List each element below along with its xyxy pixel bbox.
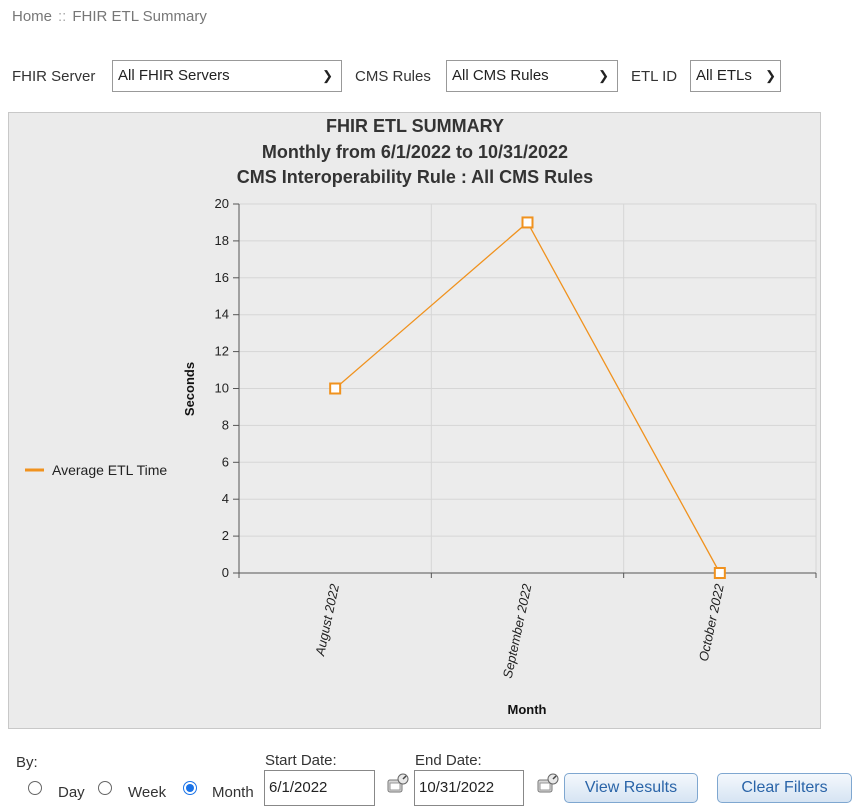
y-tick-label: 20 — [215, 196, 229, 211]
data-point-marker — [713, 567, 726, 579]
radio-day[interactable] — [28, 781, 42, 795]
x-tick-label: October 2022 — [696, 582, 727, 663]
legend: Average ETL Time — [25, 462, 167, 478]
x-tick-label: September 2022 — [500, 582, 535, 680]
end-date-input[interactable]: 10/31/2022 — [414, 770, 524, 806]
legend-item-average-etl-time: Average ETL Time — [52, 462, 167, 478]
y-tick-label: 16 — [215, 270, 229, 285]
cms-rules-select[interactable]: All CMS Rules ❯ — [446, 60, 618, 92]
etl-id-select[interactable]: All ETLs ❯ — [690, 60, 781, 92]
clear-filters-button[interactable]: Clear Filters — [717, 773, 852, 803]
chart-panel: FHIR ETL SUMMARY Monthly from 6/1/2022 t… — [8, 112, 821, 729]
chart-series — [329, 216, 726, 579]
radio-month[interactable] — [183, 781, 197, 795]
y-axis-ticks: 0 2 4 6 8 10 12 14 16 18 20 — [215, 196, 239, 580]
start-date-input[interactable]: 6/1/2022 — [264, 770, 375, 806]
radio-day-label: Day — [58, 784, 85, 801]
data-point-marker — [329, 382, 342, 395]
start-date-label: Start Date: — [265, 752, 337, 769]
data-point-marker — [521, 216, 534, 229]
cms-rules-label: CMS Rules — [355, 68, 431, 85]
chevron-down-icon: ❯ — [765, 68, 776, 83]
x-axis-label: Month — [508, 702, 547, 717]
y-tick-label: 0 — [222, 565, 229, 580]
by-label: By: — [16, 754, 38, 771]
y-tick-label: 10 — [215, 381, 229, 396]
radio-month-label: Month — [212, 784, 254, 801]
view-results-button[interactable]: View Results — [564, 773, 698, 803]
calendar-picker-icon[interactable] — [387, 772, 411, 794]
y-tick-label: 2 — [222, 528, 229, 543]
etl-id-label: ETL ID — [631, 68, 678, 85]
chart-title: FHIR ETL SUMMARY — [326, 116, 504, 136]
chevron-down-icon: ❯ — [598, 68, 609, 83]
x-axis-ticks: August 2022 September 2022 October 2022 — [238, 573, 817, 680]
radio-week-label: Week — [128, 784, 167, 801]
chart-subtitle-2: CMS Interoperability Rule : All CMS Rule… — [237, 167, 593, 187]
line-chart: FHIR ETL SUMMARY Monthly from 6/1/2022 t… — [25, 116, 817, 717]
cms-rules-value: All CMS Rules — [452, 67, 549, 84]
y-tick-label: 12 — [215, 344, 229, 359]
etl-id-value: All ETLs — [696, 67, 752, 84]
y-tick-label: 4 — [222, 491, 229, 506]
breadcrumb-separator: :: — [58, 8, 67, 25]
radio-week[interactable] — [98, 781, 112, 795]
chart-subtitle: Monthly from 6/1/2022 to 10/31/2022 — [262, 142, 568, 162]
breadcrumb: Home:: FHIR ETL Summary — [12, 8, 207, 25]
fhir-server-label: FHIR Server — [12, 68, 96, 85]
y-tick-label: 8 — [222, 417, 229, 432]
end-date-label: End Date: — [415, 752, 482, 769]
y-tick-label: 18 — [215, 233, 229, 248]
fhir-server-select[interactable]: All FHIR Servers ❯ — [112, 60, 342, 92]
breadcrumb-current: FHIR ETL Summary — [72, 8, 207, 25]
y-tick-label: 14 — [215, 307, 229, 322]
x-tick-label: August 2022 — [312, 582, 342, 658]
breadcrumb-home[interactable]: Home — [12, 8, 53, 25]
y-tick-label: 6 — [222, 454, 229, 469]
fhir-server-value: All FHIR Servers — [118, 67, 230, 84]
chart-grid — [238, 203, 817, 574]
y-axis-label: Seconds — [182, 362, 197, 416]
calendar-picker-icon[interactable] — [537, 772, 561, 794]
chevron-down-icon: ❯ — [322, 68, 333, 83]
